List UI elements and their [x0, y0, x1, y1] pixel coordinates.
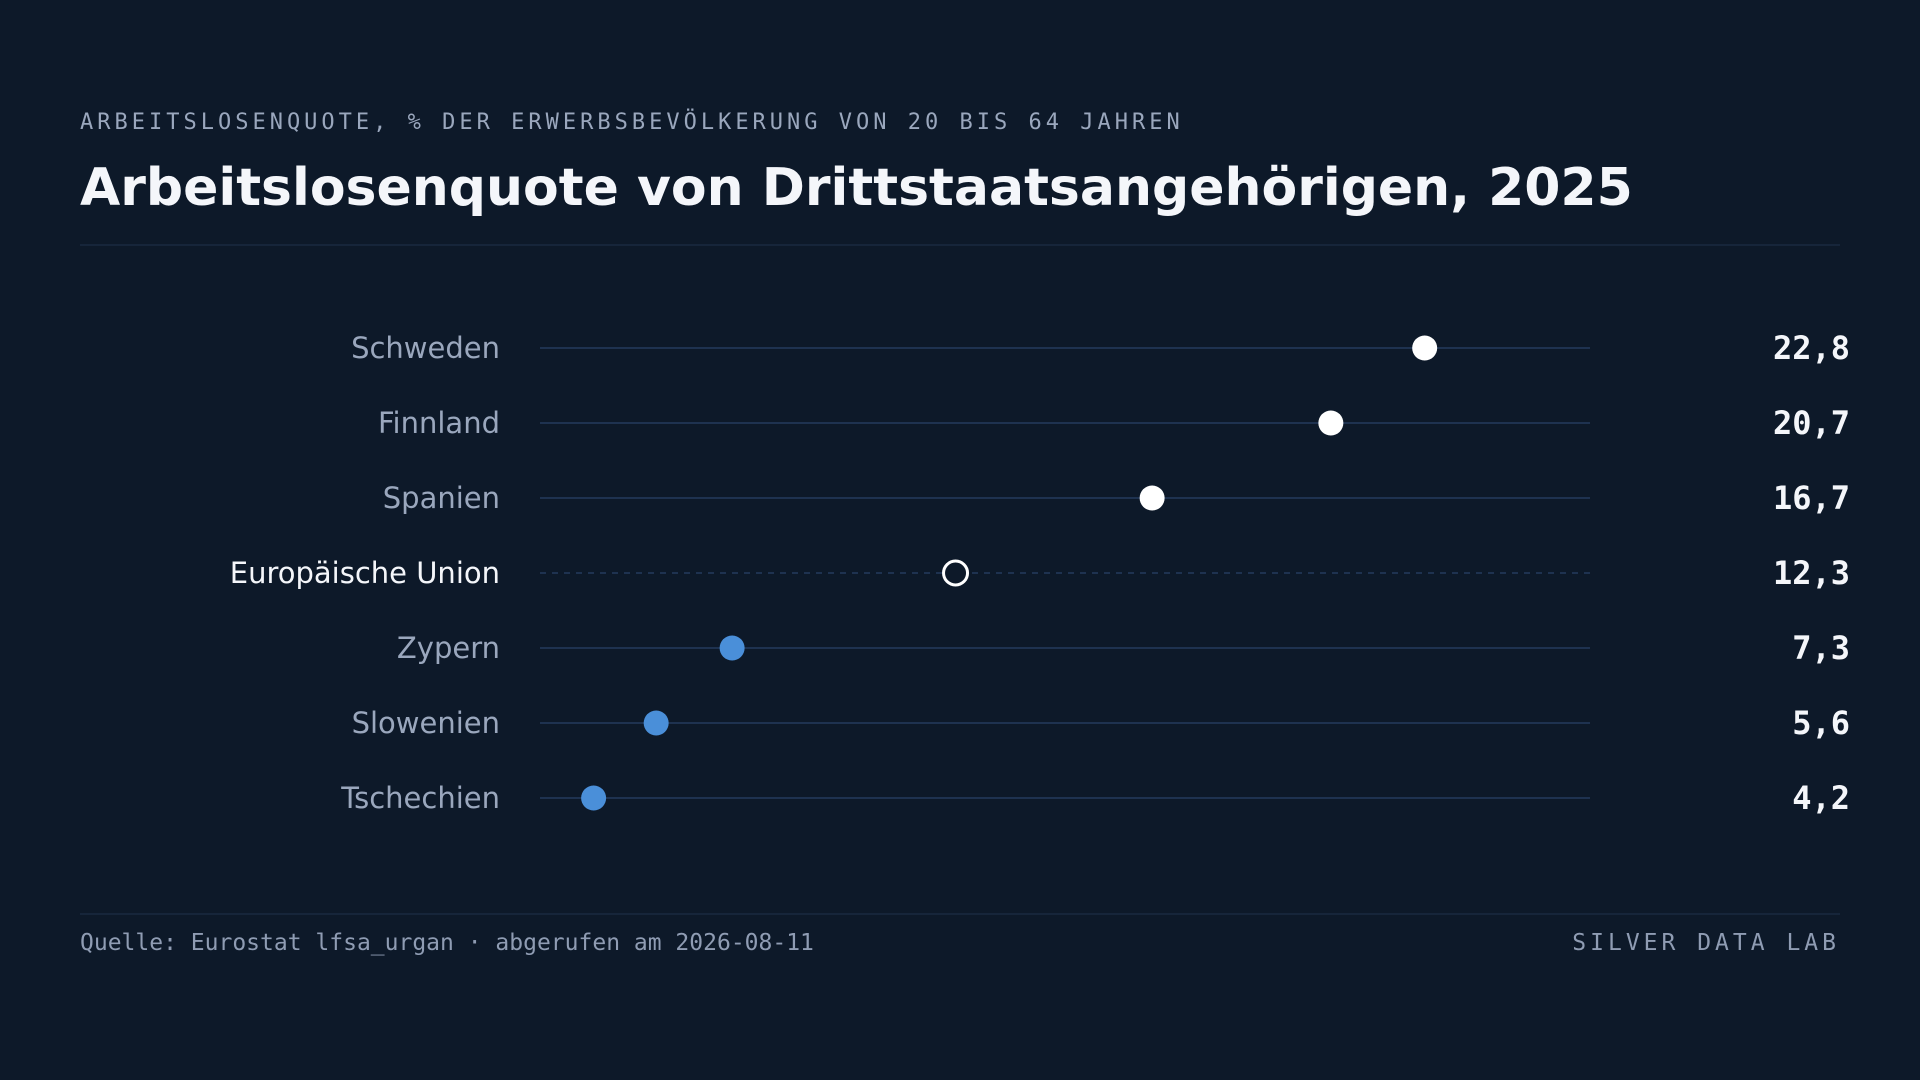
- data-dot: [1318, 410, 1344, 436]
- data-dot: [1139, 485, 1165, 511]
- value-label: 7,3: [1792, 629, 1850, 667]
- chart-title: Arbeitslosenquote von Drittstaatsangehör…: [80, 158, 1633, 218]
- category-label: Slowenien: [352, 706, 500, 740]
- value-label: 22,8: [1773, 329, 1850, 367]
- footer-divider: [80, 913, 1840, 915]
- reference-dot: [942, 559, 970, 587]
- value-label: 16,7: [1773, 479, 1850, 517]
- data-dot: [1412, 335, 1438, 361]
- chart-kicker: ARBEITSLOSENQUOTE, % DER ERWERBSBEVÖLKER…: [80, 110, 1184, 135]
- category-label: Finnland: [378, 406, 500, 440]
- value-label: 5,6: [1792, 704, 1850, 742]
- data-dot: [719, 635, 745, 661]
- source-note: Quelle: Eurostat lfsa_urgan · abgerufen …: [80, 930, 814, 956]
- value-label: 20,7: [1773, 404, 1850, 442]
- category-label: Schweden: [351, 331, 500, 365]
- value-label: 12,3: [1773, 554, 1850, 592]
- value-label: 4,2: [1792, 779, 1850, 817]
- category-label: Zypern: [397, 631, 500, 665]
- category-label: Europäische Union: [230, 556, 500, 590]
- header-divider: [80, 244, 1840, 246]
- category-label: Spanien: [383, 481, 500, 515]
- category-label: Tschechien: [340, 781, 500, 815]
- brand-label: SILVER DATA LAB: [1572, 930, 1840, 956]
- data-dot: [581, 785, 607, 811]
- data-dot: [643, 710, 669, 736]
